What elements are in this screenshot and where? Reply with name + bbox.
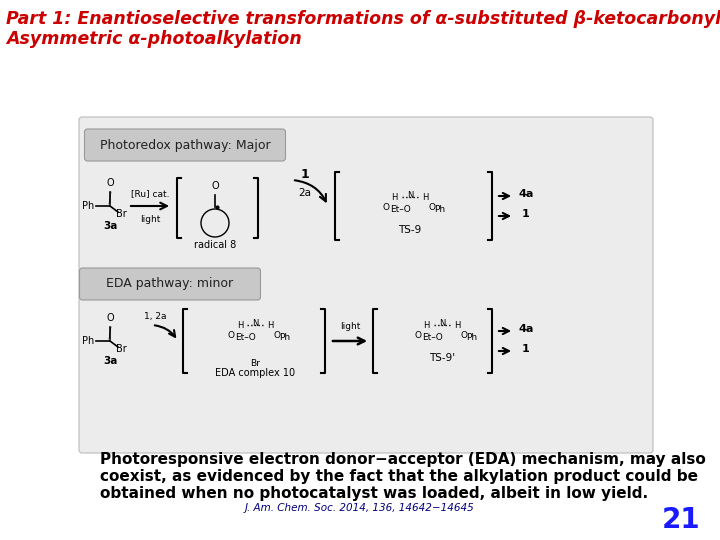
Text: coexist, as evidenced by the fact that the alkylation product could be: coexist, as evidenced by the fact that t… xyxy=(100,469,698,484)
Text: N: N xyxy=(407,191,413,199)
Text: Et–O: Et–O xyxy=(390,206,410,214)
Text: Ph: Ph xyxy=(466,334,477,342)
Text: 1: 1 xyxy=(301,168,310,181)
Text: obtained when no photocatalyst was loaded, albeit in low yield.: obtained when no photocatalyst was loade… xyxy=(100,486,648,501)
Text: light: light xyxy=(140,215,160,224)
Text: 4a: 4a xyxy=(518,324,534,334)
Text: Photoresponsive electron donor−acceptor (EDA) mechanism, may also: Photoresponsive electron donor−acceptor … xyxy=(100,452,706,467)
Text: O: O xyxy=(382,204,390,213)
Text: H: H xyxy=(423,321,430,329)
Text: H: H xyxy=(237,321,243,329)
Text: O: O xyxy=(415,332,421,341)
Text: Photoredox pathway: Major: Photoredox pathway: Major xyxy=(99,138,270,152)
Text: TS-9': TS-9' xyxy=(429,353,455,363)
Text: [Ru] cat.: [Ru] cat. xyxy=(131,189,169,198)
Text: Et–O: Et–O xyxy=(235,334,256,342)
Text: Ph: Ph xyxy=(434,206,445,214)
Text: TS-9: TS-9 xyxy=(398,225,422,235)
Text: O: O xyxy=(428,204,436,213)
Text: O: O xyxy=(274,332,281,341)
Text: Br: Br xyxy=(250,359,260,368)
Text: O: O xyxy=(228,332,235,341)
Text: N: N xyxy=(438,319,445,327)
Text: J. Am. Chem. Soc. 2014, 136, 14642−14645: J. Am. Chem. Soc. 2014, 136, 14642−14645 xyxy=(245,503,475,513)
Text: Ph: Ph xyxy=(279,334,290,342)
FancyBboxPatch shape xyxy=(84,129,286,161)
Text: 3a: 3a xyxy=(103,356,117,366)
Text: radical 8: radical 8 xyxy=(194,240,236,250)
Text: O: O xyxy=(106,178,114,188)
Text: Et–O: Et–O xyxy=(422,334,443,342)
Text: O: O xyxy=(211,181,219,191)
FancyBboxPatch shape xyxy=(79,268,261,300)
Text: Part 1: Enantioselective transformations of α-substituted β-ketocarbonyls: Part 1: Enantioselective transformations… xyxy=(6,10,720,28)
Text: N: N xyxy=(252,319,258,327)
Text: H: H xyxy=(392,192,398,201)
Text: 2a: 2a xyxy=(299,188,312,198)
Text: 1: 1 xyxy=(522,209,530,219)
Text: Ph: Ph xyxy=(82,336,94,346)
Text: O: O xyxy=(106,313,114,323)
Text: 1, 2a: 1, 2a xyxy=(144,313,166,321)
Text: Br: Br xyxy=(116,344,127,354)
Text: light: light xyxy=(340,322,360,331)
Text: 4a: 4a xyxy=(518,189,534,199)
FancyBboxPatch shape xyxy=(79,117,653,453)
Text: EDA pathway: minor: EDA pathway: minor xyxy=(107,278,233,291)
Text: H: H xyxy=(267,321,274,329)
Text: O: O xyxy=(461,332,467,341)
Text: 21: 21 xyxy=(662,506,700,534)
Text: Asymmetric α-photoalkylation: Asymmetric α-photoalkylation xyxy=(6,30,302,48)
Text: 3a: 3a xyxy=(103,221,117,231)
Text: Ph: Ph xyxy=(82,201,94,211)
Text: H: H xyxy=(454,321,460,329)
Text: H: H xyxy=(422,192,428,201)
Text: EDA complex 10: EDA complex 10 xyxy=(215,368,295,378)
Text: Br: Br xyxy=(116,209,127,219)
Text: 1: 1 xyxy=(522,344,530,354)
